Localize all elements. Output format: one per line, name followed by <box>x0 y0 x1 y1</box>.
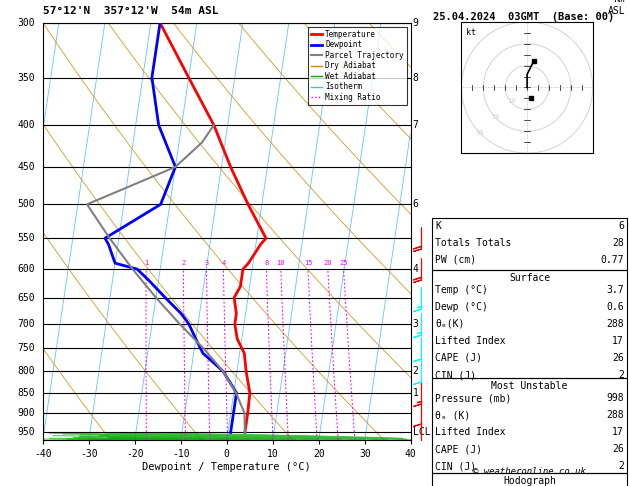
Text: 3.7: 3.7 <box>606 285 624 295</box>
Text: CIN (J): CIN (J) <box>435 370 476 380</box>
Text: 25: 25 <box>339 260 348 266</box>
Text: 288: 288 <box>606 319 624 329</box>
Legend: Temperature, Dewpoint, Parcel Trajectory, Dry Adiabat, Wet Adiabat, Isotherm, Mi: Temperature, Dewpoint, Parcel Trajectory… <box>308 27 407 105</box>
Text: 1: 1 <box>413 388 418 398</box>
Text: 998: 998 <box>606 393 624 403</box>
Text: 7: 7 <box>413 120 418 130</box>
Text: Dewp (°C): Dewp (°C) <box>435 302 488 312</box>
Text: 28: 28 <box>612 238 624 248</box>
Text: 20: 20 <box>491 114 500 120</box>
Text: 288: 288 <box>606 410 624 420</box>
Text: 800: 800 <box>18 366 35 376</box>
Text: Most Unstable: Most Unstable <box>491 381 568 391</box>
Text: 0.77: 0.77 <box>601 255 624 265</box>
Text: CAPE (J): CAPE (J) <box>435 353 482 363</box>
Text: 550: 550 <box>18 233 35 243</box>
Text: 850: 850 <box>18 388 35 398</box>
Text: Hodograph: Hodograph <box>503 476 556 486</box>
Text: © weatheronline.co.uk: © weatheronline.co.uk <box>473 467 586 476</box>
Text: 26: 26 <box>612 353 624 363</box>
Text: km
ASL: km ASL <box>608 0 626 16</box>
Text: 2: 2 <box>618 461 624 471</box>
Text: CIN (J): CIN (J) <box>435 461 476 471</box>
Bar <box>432 473 627 486</box>
Text: Totals Totals: Totals Totals <box>435 238 511 248</box>
Text: 25.04.2024  03GMT  (Base: 00): 25.04.2024 03GMT (Base: 00) <box>433 12 614 22</box>
Text: 0.6: 0.6 <box>606 302 624 312</box>
Bar <box>432 218 627 270</box>
Text: θₑ(K): θₑ(K) <box>435 319 464 329</box>
Text: Pressure (mb): Pressure (mb) <box>435 393 511 403</box>
Text: PW (cm): PW (cm) <box>435 255 476 265</box>
Text: 3: 3 <box>413 319 418 329</box>
Text: 8: 8 <box>413 72 418 83</box>
Text: 8: 8 <box>264 260 269 266</box>
Text: 750: 750 <box>18 344 35 353</box>
Text: 17: 17 <box>612 336 624 346</box>
Text: Lifted Index: Lifted Index <box>435 336 506 346</box>
Text: 17: 17 <box>612 427 624 437</box>
Text: 30: 30 <box>476 130 484 136</box>
Bar <box>432 378 627 473</box>
Text: 2: 2 <box>181 260 186 266</box>
Text: Lifted Index: Lifted Index <box>435 427 506 437</box>
Text: 700: 700 <box>18 319 35 329</box>
Text: 450: 450 <box>18 162 35 172</box>
Text: 1: 1 <box>144 260 148 266</box>
Text: CAPE (J): CAPE (J) <box>435 444 482 454</box>
Text: 10: 10 <box>277 260 285 266</box>
Text: 950: 950 <box>18 427 35 437</box>
Text: 600: 600 <box>18 264 35 274</box>
Text: LCL: LCL <box>413 427 430 437</box>
Text: 350: 350 <box>18 72 35 83</box>
Text: 57°12'N  357°12'W  54m ASL: 57°12'N 357°12'W 54m ASL <box>43 5 218 16</box>
Text: 400: 400 <box>18 120 35 130</box>
Text: 500: 500 <box>18 199 35 209</box>
Text: Surface: Surface <box>509 273 550 283</box>
Text: 300: 300 <box>18 18 35 28</box>
Text: 4: 4 <box>413 264 418 274</box>
X-axis label: Dewpoint / Temperature (°C): Dewpoint / Temperature (°C) <box>142 462 311 471</box>
Text: K: K <box>435 221 441 231</box>
Text: 2: 2 <box>618 370 624 380</box>
Text: θₑ (K): θₑ (K) <box>435 410 470 420</box>
Text: 2: 2 <box>413 366 418 376</box>
Text: 26: 26 <box>612 444 624 454</box>
Text: 10: 10 <box>507 98 516 104</box>
Text: kt: kt <box>466 28 476 37</box>
Bar <box>432 270 627 378</box>
Text: 6: 6 <box>413 199 418 209</box>
Text: 3: 3 <box>204 260 209 266</box>
Text: 650: 650 <box>18 293 35 303</box>
Text: 4: 4 <box>221 260 225 266</box>
Text: 15: 15 <box>304 260 312 266</box>
Text: 20: 20 <box>323 260 332 266</box>
Text: 9: 9 <box>413 18 418 28</box>
Text: 6: 6 <box>618 221 624 231</box>
Text: 900: 900 <box>18 408 35 418</box>
Text: Temp (°C): Temp (°C) <box>435 285 488 295</box>
